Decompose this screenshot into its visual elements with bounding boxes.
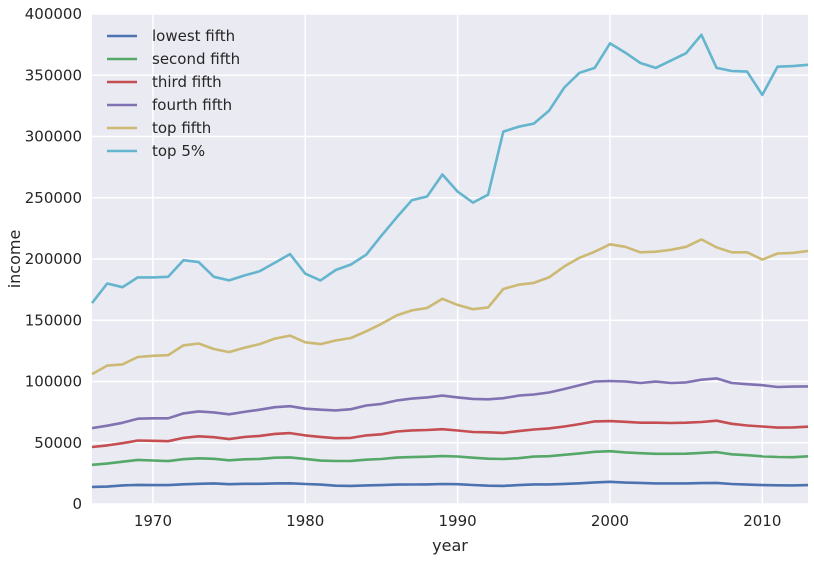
x-tick-label: 1970	[134, 512, 172, 530]
series-lines	[90, 33, 809, 489]
series-line-second-fifth	[91, 449, 809, 467]
legend-label: top fifth	[152, 119, 211, 137]
legend-label: third fifth	[152, 73, 222, 91]
legend-item: lowest fifth	[107, 27, 235, 45]
y-tick-label: 100000	[25, 373, 82, 391]
series-line-top-fifth	[91, 238, 809, 376]
y-axis-label: income	[5, 230, 24, 289]
legend-label: lowest fifth	[152, 27, 235, 45]
legend-item: second fifth	[107, 50, 240, 68]
series-line-top-5-	[90, 33, 809, 304]
y-tick-label: 150000	[25, 311, 82, 329]
grid	[92, 13, 808, 505]
x-tick-label: 1990	[439, 512, 477, 530]
y-tick-label: 400000	[25, 5, 82, 23]
x-axis-label: year	[432, 536, 468, 555]
x-axis-ticks: 1970 1980 1990 2000 2010	[134, 512, 782, 530]
legend-label: second fifth	[152, 50, 240, 68]
legend-item: third fifth	[107, 73, 222, 91]
x-tick-label: 2000	[591, 512, 629, 530]
y-axis-ticks: 0 50000 100000 150000 200000 250000 300000 3500…	[25, 5, 82, 513]
legend-item: top fifth	[107, 119, 211, 137]
legend-item: top 5%	[107, 142, 205, 160]
legend-label: fourth fifth	[152, 96, 232, 114]
y-tick-label: 200000	[25, 250, 82, 268]
y-tick-label: 250000	[25, 189, 82, 207]
legend: lowest fifth second fifth third fifth fourt…	[107, 27, 240, 160]
y-tick-label: 0	[72, 495, 82, 513]
y-tick-label: 300000	[25, 128, 82, 146]
series-line-lowest-fifth	[91, 480, 809, 489]
series-line-third-fifth	[91, 419, 809, 449]
x-tick-label: 1980	[286, 512, 324, 530]
legend-label: top 5%	[152, 142, 205, 160]
y-tick-label: 350000	[25, 66, 82, 84]
series-line-fourth-fifth	[91, 377, 809, 430]
x-tick-label: 2010	[743, 512, 781, 530]
y-tick-label: 50000	[34, 434, 82, 452]
legend-item: fourth fifth	[107, 96, 232, 114]
